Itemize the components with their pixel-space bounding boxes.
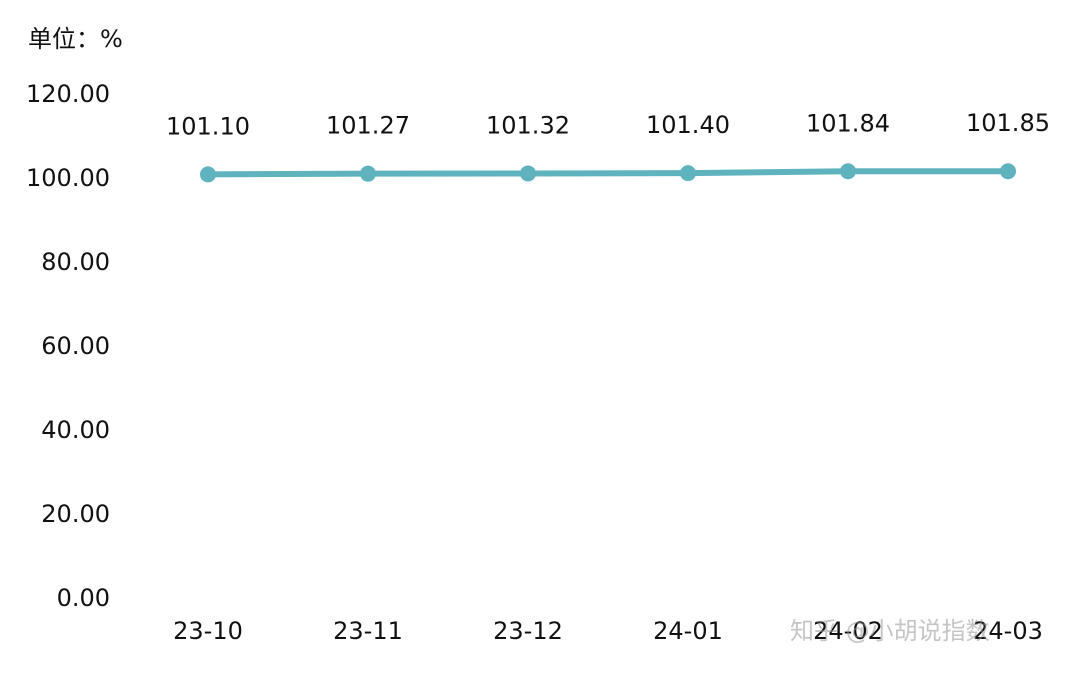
data-label: 101.32 [486,111,570,139]
series-line [207,168,1009,178]
data-point [1000,163,1016,180]
x-tick-label: 23-10 [173,617,243,645]
data-label: 101.27 [326,112,410,140]
x-tick-label: 24-01 [653,617,723,645]
x-tick-label: 23-11 [333,617,403,645]
y-tick-label: 0.00 [57,584,110,612]
data-label: 101.10 [166,112,250,140]
data-label: 101.84 [806,109,890,137]
x-tick-label: 23-12 [493,617,563,645]
y-tick-label: 80.00 [41,248,110,276]
unit-label: 单位：% [28,25,123,53]
watermark: 知乎 @小胡说指数 [790,617,990,645]
data-point [520,165,536,182]
x-tick-label: 24-02 [813,617,883,645]
x-tick-label: 24-03 [973,617,1043,645]
y-tick-label: 20.00 [41,500,110,528]
y-tick-label: 40.00 [41,416,110,444]
data-point [840,163,856,180]
y-tick-label: 120.00 [26,80,110,108]
y-tick-label: 100.00 [26,164,110,192]
data-point [680,165,696,182]
data-point [200,166,216,183]
data-label: 101.85 [966,109,1050,137]
data-label: 101.40 [646,111,730,139]
y-tick-label: 60.00 [41,332,110,360]
data-point [360,165,376,182]
